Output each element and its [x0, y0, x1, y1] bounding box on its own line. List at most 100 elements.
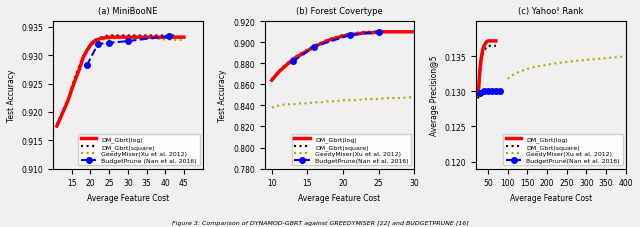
DM_Gbrt(log) — [360, 32, 368, 35]
Line: DM_Gbrt(log): DM_Gbrt(log) — [478, 42, 496, 96]
GeedyMiser(Xu et al. 2012) — [106, 38, 113, 41]
DM_Gbrt(square) — [476, 82, 483, 85]
DM_Gbrt(square) — [492, 45, 500, 48]
DM_Gbrt(square) — [64, 99, 72, 101]
DM_Gbrt(square) — [360, 31, 368, 34]
DM_Gbrt(log) — [479, 47, 487, 50]
DM_Gbrt(square) — [53, 123, 61, 126]
DM_Gbrt(log) — [289, 59, 297, 61]
Legend: DM_Gbrt(log), DM_Gbrt(square), GeedyMiser(Xu et al. 2012), BudgetPrune(Nan et al: DM_Gbrt(log), DM_Gbrt(square), GeedyMise… — [504, 134, 623, 166]
GeedyMiser(Xu et al. 2012) — [310, 101, 318, 104]
DM_Gbrt(log) — [481, 43, 489, 46]
DM_Gbrt(log) — [275, 71, 283, 74]
Line: DM_Gbrt(square): DM_Gbrt(square) — [57, 36, 177, 125]
DM_Gbrt(log) — [282, 65, 290, 67]
DM_Gbrt(log) — [488, 40, 496, 43]
DM_Gbrt(square) — [474, 98, 482, 100]
GeedyMiser(Xu et al. 2012) — [332, 100, 340, 103]
GeedyMiser(Xu et al. 2012) — [375, 98, 383, 101]
DM_Gbrt(log) — [116, 37, 124, 39]
DM_Gbrt(square) — [367, 31, 375, 34]
DM_Gbrt(log) — [482, 42, 490, 44]
DM_Gbrt(log) — [396, 31, 404, 34]
DM_Gbrt(square) — [396, 31, 404, 34]
DM_Gbrt(log) — [382, 31, 390, 34]
DM_Gbrt(log) — [86, 44, 94, 47]
DM_Gbrt(square) — [143, 35, 150, 38]
GeedyMiser(Xu et al. 2012) — [520, 70, 527, 72]
DM_Gbrt(log) — [68, 89, 76, 91]
DM_Gbrt(square) — [482, 47, 490, 50]
GeedyMiser(Xu et al. 2012) — [173, 39, 180, 42]
DM_Gbrt(square) — [488, 45, 496, 48]
DM_Gbrt(square) — [480, 50, 488, 53]
GeedyMiser(Xu et al. 2012) — [296, 103, 304, 105]
DM_Gbrt(square) — [484, 45, 492, 48]
X-axis label: Average Feature Cost: Average Feature Cost — [87, 193, 169, 202]
DM_Gbrt(log) — [476, 77, 483, 79]
DM_Gbrt(log) — [109, 37, 116, 39]
DM_Gbrt(log) — [492, 40, 500, 43]
GeedyMiser(Xu et al. 2012) — [367, 98, 375, 101]
DM_Gbrt(log) — [484, 40, 492, 43]
DM_Gbrt(square) — [318, 42, 326, 44]
GeedyMiser(Xu et al. 2012) — [79, 56, 87, 59]
DM_Gbrt(log) — [72, 78, 79, 81]
DM_Gbrt(log) — [64, 100, 72, 102]
Line: DM_Gbrt(square): DM_Gbrt(square) — [272, 33, 414, 80]
DM_Gbrt(log) — [76, 69, 83, 72]
DM_Gbrt(square) — [128, 35, 136, 38]
Y-axis label: Test Accuracy: Test Accuracy — [7, 69, 16, 122]
DM_Gbrt(log) — [106, 37, 113, 39]
GeedyMiser(Xu et al. 2012) — [410, 96, 418, 99]
GeedyMiser(Xu et al. 2012) — [289, 104, 297, 106]
DM_Gbrt(log) — [310, 46, 318, 49]
DM_Gbrt(log) — [120, 37, 128, 39]
Title: (b) Forest Covertype: (b) Forest Covertype — [296, 7, 383, 16]
DM_Gbrt(square) — [113, 35, 120, 38]
GeedyMiser(Xu et al. 2012) — [76, 65, 83, 67]
DM_Gbrt(square) — [109, 35, 116, 38]
Text: Figure 3: Comparison of DYNAMOD-GBRT against GREEDYMISER [22] and BUDGETPRUNE [1: Figure 3: Comparison of DYNAMOD-GBRT aga… — [172, 220, 468, 225]
GeedyMiser(Xu et al. 2012) — [113, 38, 120, 40]
DM_Gbrt(square) — [98, 37, 106, 39]
DM_Gbrt(log) — [410, 31, 418, 34]
X-axis label: Average Feature Cost: Average Feature Cost — [298, 193, 381, 202]
GeedyMiser(Xu et al. 2012) — [396, 97, 404, 100]
DM_Gbrt(log) — [367, 32, 375, 35]
DM_Gbrt(square) — [72, 76, 79, 79]
DM_Gbrt(square) — [410, 31, 418, 34]
DM_Gbrt(square) — [57, 116, 65, 118]
DM_Gbrt(log) — [135, 37, 143, 39]
Title: (c) Yahoo! Rank: (c) Yahoo! Rank — [518, 7, 584, 16]
DM_Gbrt(square) — [476, 71, 484, 74]
GeedyMiser(Xu et al. 2012) — [353, 99, 361, 102]
GeedyMiser(Xu et al. 2012) — [622, 56, 630, 58]
GeedyMiser(Xu et al. 2012) — [591, 59, 598, 61]
GeedyMiser(Xu et al. 2012) — [124, 38, 132, 40]
DM_Gbrt(log) — [474, 94, 482, 97]
DM_Gbrt(log) — [53, 125, 61, 128]
DM_Gbrt(square) — [310, 45, 318, 48]
GeedyMiser(Xu et al. 2012) — [68, 85, 76, 88]
DM_Gbrt(log) — [60, 108, 68, 111]
GeedyMiser(Xu et al. 2012) — [102, 39, 109, 42]
DM_Gbrt(square) — [102, 35, 109, 38]
DM_Gbrt(log) — [296, 54, 304, 57]
DM_Gbrt(log) — [318, 43, 326, 46]
DM_Gbrt(square) — [135, 35, 143, 38]
DM_Gbrt(square) — [83, 49, 91, 52]
GeedyMiser(Xu et al. 2012) — [382, 97, 390, 100]
DM_Gbrt(log) — [124, 37, 132, 39]
DM_Gbrt(log) — [332, 38, 340, 40]
DM_Gbrt(log) — [83, 50, 91, 53]
DM_Gbrt(log) — [339, 35, 347, 38]
GeedyMiser(Xu et al. 2012) — [527, 67, 535, 70]
Legend: DM_Gbrt(log), DM_Gbrt(square), GeedyMiser(Xu et al. 2012), BudgetPrune (Nan et a: DM_Gbrt(log), DM_Gbrt(square), GeedyMise… — [78, 134, 200, 166]
DM_Gbrt(log) — [480, 45, 488, 48]
DM_Gbrt(square) — [68, 87, 76, 90]
GeedyMiser(Xu et al. 2012) — [60, 106, 68, 109]
GeedyMiser(Xu et al. 2012) — [508, 75, 515, 78]
DM_Gbrt(log) — [90, 41, 98, 43]
DM_Gbrt(square) — [76, 66, 83, 69]
